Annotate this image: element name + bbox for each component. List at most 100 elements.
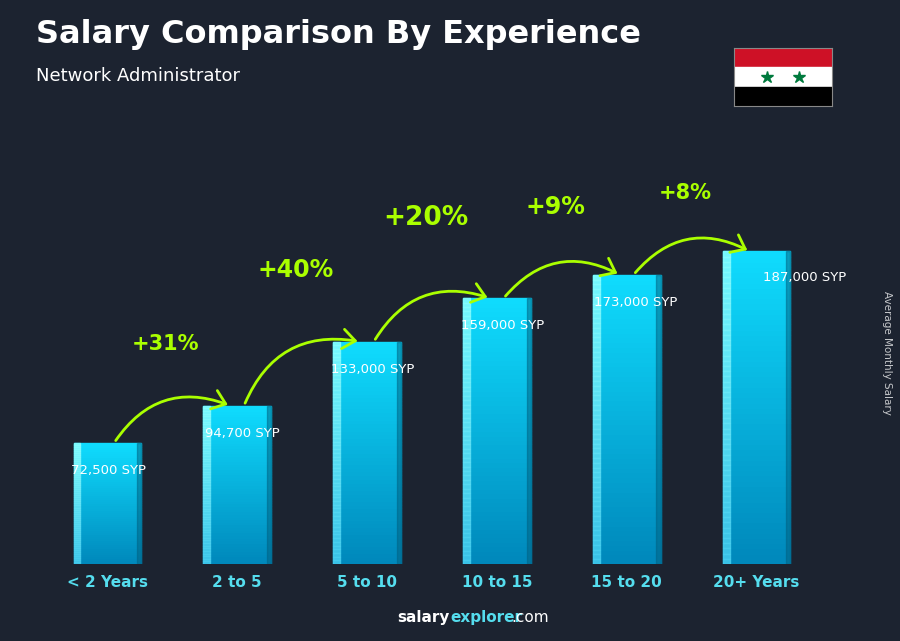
Bar <box>464 467 470 471</box>
Bar <box>464 378 531 383</box>
FancyArrowPatch shape <box>116 390 226 440</box>
Bar <box>333 423 340 427</box>
Bar <box>74 558 80 560</box>
Bar <box>203 554 271 556</box>
Bar <box>593 438 599 444</box>
Bar <box>723 444 730 449</box>
Bar <box>593 501 661 506</box>
Bar <box>333 442 340 445</box>
Bar <box>333 497 340 501</box>
Bar <box>74 494 141 495</box>
Bar <box>333 512 340 516</box>
Bar <box>723 356 730 361</box>
Bar <box>203 445 211 448</box>
Bar <box>203 501 211 503</box>
Bar <box>593 347 599 352</box>
Bar <box>203 413 211 416</box>
Bar <box>464 440 470 444</box>
Bar <box>593 530 661 535</box>
Bar <box>203 493 271 495</box>
Bar <box>333 468 400 471</box>
Bar <box>74 513 80 515</box>
Bar <box>203 479 211 482</box>
Bar <box>593 444 661 448</box>
Bar <box>593 410 599 415</box>
Bar <box>333 497 400 501</box>
Bar <box>333 342 400 345</box>
Bar <box>203 498 211 501</box>
Bar <box>464 316 470 320</box>
Bar <box>526 298 531 564</box>
Bar <box>464 497 470 502</box>
Text: 173,000 SYP: 173,000 SYP <box>594 296 678 309</box>
Bar <box>74 447 141 449</box>
Bar <box>723 329 730 335</box>
Bar <box>734 48 833 67</box>
Bar <box>333 490 400 494</box>
Bar <box>203 522 211 524</box>
Bar <box>203 485 271 488</box>
Bar <box>723 335 730 340</box>
Bar <box>593 390 599 395</box>
Bar <box>593 275 599 279</box>
Bar <box>723 288 730 293</box>
Bar <box>203 503 211 506</box>
Bar <box>464 515 531 520</box>
Bar <box>723 298 730 303</box>
Bar <box>723 314 790 319</box>
Bar <box>74 471 80 473</box>
Bar <box>333 345 400 349</box>
Bar <box>203 427 211 429</box>
Bar <box>593 478 599 482</box>
Bar <box>74 479 141 481</box>
Bar <box>74 536 141 538</box>
Bar <box>464 471 531 476</box>
Bar <box>203 540 211 543</box>
Bar <box>333 412 400 416</box>
Bar <box>723 303 790 309</box>
Bar <box>74 459 80 461</box>
Bar <box>464 316 531 320</box>
Bar <box>74 443 141 445</box>
Bar <box>203 529 211 533</box>
Bar <box>74 481 80 483</box>
Bar <box>203 488 211 490</box>
Bar <box>74 455 80 457</box>
Bar <box>203 472 211 474</box>
Bar <box>593 458 599 463</box>
Bar <box>333 494 400 497</box>
Bar <box>723 533 730 538</box>
Bar <box>723 298 790 303</box>
Bar <box>203 408 271 411</box>
Bar <box>593 559 661 564</box>
Bar <box>333 390 340 394</box>
Bar <box>464 533 470 538</box>
Bar <box>723 340 730 345</box>
Bar <box>723 371 730 376</box>
Bar <box>723 324 790 329</box>
Bar <box>723 439 730 444</box>
Bar <box>203 519 211 522</box>
Bar <box>74 471 141 473</box>
Bar <box>464 476 470 480</box>
Bar <box>593 381 661 386</box>
Bar <box>203 467 271 469</box>
Bar <box>74 512 80 513</box>
Bar <box>464 444 531 449</box>
Bar <box>723 413 790 418</box>
Bar <box>593 482 599 487</box>
Bar <box>333 549 400 553</box>
Bar <box>333 364 340 368</box>
Bar <box>464 551 531 555</box>
Bar <box>137 443 141 564</box>
Bar <box>734 67 833 87</box>
Bar <box>333 438 400 442</box>
Bar <box>333 504 400 508</box>
Bar <box>74 503 141 506</box>
Bar <box>333 556 340 560</box>
Bar <box>593 342 661 347</box>
Bar <box>74 546 80 548</box>
Bar <box>203 458 211 461</box>
Bar <box>723 512 790 517</box>
Bar <box>593 463 599 468</box>
